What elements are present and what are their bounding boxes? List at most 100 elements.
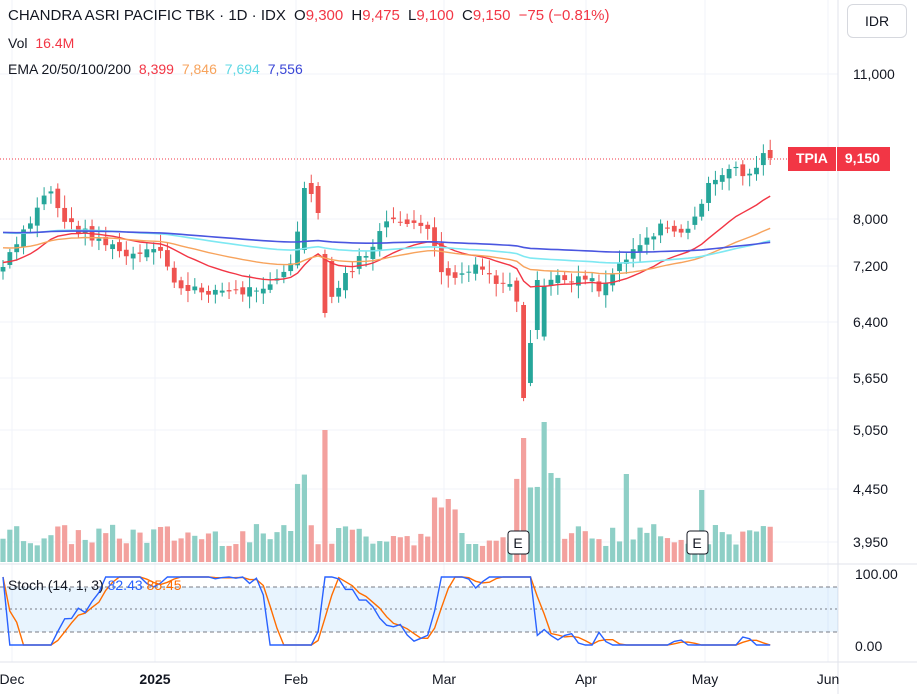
volume-bar: [733, 544, 739, 562]
volume-bar: [664, 538, 671, 562]
volume-bar: [719, 532, 725, 562]
candle-body: [226, 290, 232, 292]
volume-bar: [274, 532, 280, 562]
volume-bar: [110, 524, 116, 562]
volume-bar: [500, 537, 506, 562]
price-tick-label: 7,200: [853, 258, 888, 274]
volume-bar: [253, 524, 260, 562]
volume-bar: [48, 535, 54, 562]
candle-body: [418, 222, 424, 226]
candle-body: [199, 287, 205, 293]
volume-bar: [315, 544, 321, 562]
volume-bar: [678, 539, 684, 562]
candle-body: [514, 280, 520, 302]
ema-legend: EMA 20/50/100/200 8,399 7,846 7,694 7,55…: [8, 61, 307, 77]
price-tick-label: 6,400: [853, 314, 888, 330]
candle-body: [62, 207, 68, 222]
candle-body: [7, 252, 13, 265]
ema20-line: [2, 195, 771, 288]
volume-bar: [329, 543, 335, 562]
ema-label: EMA 20/50/100/200: [8, 61, 131, 77]
candle-body: [144, 249, 150, 258]
volume-label: Vol: [8, 35, 28, 51]
volume-bar: [137, 532, 143, 562]
candle-body: [699, 203, 705, 217]
volume-bar: [151, 529, 157, 562]
volume-bar: [534, 486, 540, 562]
volume-bar: [644, 532, 650, 562]
volume-bar: [473, 544, 479, 562]
candle-body: [384, 221, 389, 228]
candle-body: [308, 183, 314, 194]
volume-bar: [363, 536, 369, 562]
candle-body: [500, 282, 506, 284]
price-tick-label: 5,050: [853, 422, 888, 438]
stoch-d-value: 85.45: [146, 577, 182, 593]
candle-body: [356, 256, 362, 269]
volume-bar: [219, 545, 225, 562]
volume-bar: [521, 438, 527, 562]
candle-body: [185, 285, 191, 291]
time-tick-label: 2025: [139, 671, 170, 687]
candle-body: [48, 191, 54, 194]
volume-bar: [247, 542, 253, 562]
earnings-marker-label: E: [513, 535, 522, 551]
stoch-k-value: 82.43: [107, 577, 143, 593]
volume-bar: [62, 525, 68, 562]
volume-bar: [562, 538, 568, 562]
volume-bar: [384, 541, 390, 562]
volume-bar: [7, 529, 13, 562]
time-tick-label: Apr: [575, 671, 597, 687]
volume-bar: [479, 545, 486, 562]
candle-body: [343, 273, 348, 291]
currency-button[interactable]: IDR: [847, 4, 907, 38]
candle-body: [281, 271, 287, 278]
volume-bar: [260, 533, 266, 562]
volume-bar: [514, 478, 520, 562]
candle-body: [754, 167, 759, 175]
candle-body: [151, 249, 157, 253]
open-label: O: [294, 7, 306, 24]
candle-body: [767, 150, 773, 158]
candle-body: [171, 267, 177, 283]
candle-body: [685, 228, 691, 233]
stoch-k-line: [2, 576, 771, 646]
volume-bar: [445, 498, 451, 562]
candle-body: [123, 249, 129, 257]
volume-bar: [575, 526, 581, 562]
candle-body: [432, 227, 437, 246]
candle-body: [534, 280, 540, 330]
volume-bar: [568, 533, 575, 562]
volume-bar: [308, 525, 314, 562]
price-badge-symbol: TPIA: [788, 147, 837, 171]
candle-body: [692, 216, 698, 225]
stoch-tick-label: 100.00: [855, 566, 898, 582]
candle-body: [747, 173, 753, 176]
candle-body: [288, 263, 294, 272]
volume-bar: [20, 541, 27, 562]
candle-body: [555, 275, 561, 283]
volume-bar: [411, 545, 417, 562]
time-tick-label: Dec: [0, 671, 24, 687]
candle-body: [315, 186, 321, 213]
volume-bar: [589, 538, 595, 562]
volume-bar: [0, 538, 6, 562]
price-tick-label: 8,000: [853, 211, 888, 227]
candle-body: [55, 188, 61, 209]
ema20-value: 8,399: [138, 61, 174, 77]
volume-bar: [740, 531, 746, 562]
candle-body: [260, 288, 266, 294]
price-tick-label: 5,650: [853, 370, 888, 386]
volume-bar: [34, 545, 40, 562]
volume-bar: [157, 526, 164, 562]
candle-body: [404, 219, 410, 225]
high-value: 9,475: [362, 7, 400, 24]
candle-body: [671, 225, 677, 232]
volume-bar: [55, 526, 61, 562]
candle-body: [363, 256, 369, 258]
volume-bar: [555, 477, 561, 562]
candle-body: [576, 276, 581, 286]
candle-body: [651, 236, 657, 240]
volume-bar: [301, 474, 307, 562]
